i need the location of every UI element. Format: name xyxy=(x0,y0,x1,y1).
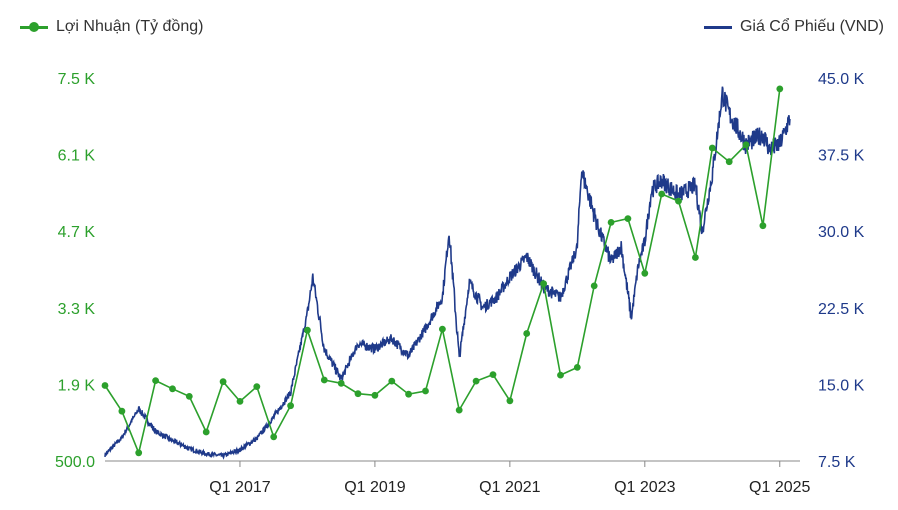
left-tick-label: 1.9 K xyxy=(58,377,96,394)
profit-point xyxy=(101,382,109,389)
profit-point xyxy=(337,379,345,387)
profit-point xyxy=(658,190,666,198)
profit-point xyxy=(185,393,193,400)
profit-point xyxy=(523,330,531,337)
profit-point xyxy=(489,371,497,378)
profit-point xyxy=(169,385,176,393)
profit-point xyxy=(675,197,682,205)
profit-point xyxy=(118,407,126,415)
profit-point xyxy=(253,383,261,390)
left-tick-label: 4.7 K xyxy=(58,224,96,241)
profit-point xyxy=(590,282,598,290)
right-tick-label: 30.0 K xyxy=(818,224,865,241)
profit-series-line xyxy=(104,88,781,456)
profit-point xyxy=(759,222,767,230)
profit-point xyxy=(540,280,547,288)
profit-point xyxy=(371,391,379,399)
profit-point xyxy=(692,254,699,261)
profit-point xyxy=(388,377,396,385)
right-tick-label: 7.5 K xyxy=(818,454,856,471)
x-tick-label: Q1 2019 xyxy=(344,479,405,496)
profit-point xyxy=(236,398,244,405)
left-tick-label: 3.3 K xyxy=(58,301,96,318)
profit-legend-dot xyxy=(29,21,39,32)
legend-price: Giá Cổ Phiếu (VND) xyxy=(703,18,884,36)
x-tick-label: Q1 2023 xyxy=(614,479,675,496)
left-tick-label: 500.0 xyxy=(55,454,95,471)
profit-legend-label: Lợi Nhuận (Tỷ đồng) xyxy=(56,18,204,35)
profit-legend-swatch xyxy=(20,21,48,32)
price-series-line xyxy=(104,86,791,460)
profit-point xyxy=(573,364,581,371)
profit-point xyxy=(455,406,463,414)
left-tick-label: 7.5 K xyxy=(58,71,96,88)
legend-profit: Lợi Nhuận (Tỷ đồng) xyxy=(20,18,203,36)
x-tick-label: Q1 2017 xyxy=(209,479,270,496)
profit-point xyxy=(641,269,649,277)
profit-point xyxy=(152,377,160,384)
profit-point xyxy=(405,390,412,398)
profit-point xyxy=(472,377,480,385)
profit-point xyxy=(439,325,446,333)
profit-point xyxy=(708,144,716,152)
profit-point xyxy=(557,371,564,379)
x-tick-label: Q1 2025 xyxy=(749,479,810,496)
profit-point xyxy=(742,141,750,149)
profit-point xyxy=(624,215,632,223)
price-legend-label: Giá Cổ Phiếu (VND) xyxy=(739,18,884,35)
price-legend-swatch xyxy=(703,25,732,29)
profit-point xyxy=(506,397,514,405)
left-tick-label: 6.1 K xyxy=(58,148,96,165)
profit-point xyxy=(270,433,278,441)
right-tick-label: 45.0 K xyxy=(818,71,865,88)
profit-point xyxy=(607,219,615,226)
profit-point xyxy=(135,449,143,457)
right-tick-label: 15.0 K xyxy=(818,377,865,394)
profit-point xyxy=(304,326,311,334)
profit-point xyxy=(725,158,733,166)
profit-point xyxy=(219,378,227,386)
profit-point xyxy=(320,376,328,384)
right-tick-label: 22.5 K xyxy=(818,301,865,318)
right-tick-label: 37.5 K xyxy=(818,148,865,165)
profit-point xyxy=(287,402,294,410)
profit-point xyxy=(776,85,784,93)
x-tick-label: Q1 2021 xyxy=(479,479,540,496)
profit-point xyxy=(354,390,362,398)
profit-point xyxy=(422,387,429,395)
profit-point xyxy=(202,428,210,436)
